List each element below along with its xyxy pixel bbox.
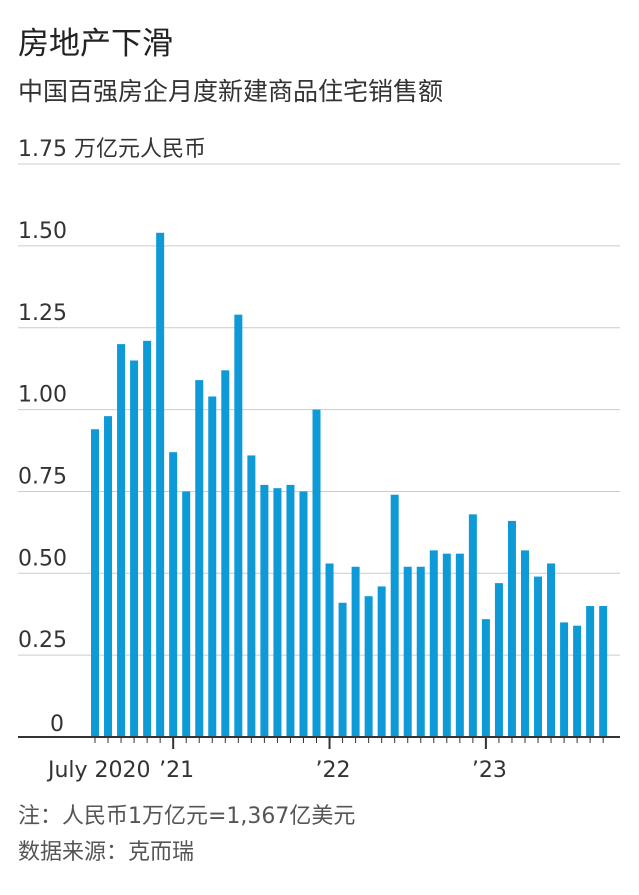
bar bbox=[325, 563, 334, 737]
source-note: 数据来源：克而瑞 bbox=[18, 840, 195, 865]
bar bbox=[481, 619, 490, 737]
bar bbox=[351, 566, 360, 737]
currency-note: 注：人民币1万亿元=1,367亿美元 bbox=[18, 804, 356, 829]
bar bbox=[195, 380, 204, 737]
y-tick-label: 1.00 bbox=[18, 383, 67, 408]
chart-subtitle: 中国百强房企月度新建商品住宅销售额 bbox=[18, 77, 444, 106]
bar bbox=[586, 606, 595, 737]
y-tick-labels: 0 0.25 0.50 0.75 1.00 1.25 1.50 1.75 万亿元人民币 bbox=[18, 137, 206, 737]
chart-title: 房地产下滑 bbox=[18, 26, 173, 62]
bar bbox=[286, 484, 295, 737]
bar bbox=[364, 596, 373, 737]
y-tick-label: 0.75 bbox=[18, 464, 67, 489]
bar bbox=[416, 566, 425, 737]
bar bbox=[520, 550, 529, 737]
bar bbox=[390, 494, 399, 737]
bar bbox=[547, 563, 556, 737]
x-axis bbox=[18, 736, 620, 749]
x-tick-label: July 2020 bbox=[46, 758, 151, 783]
bar bbox=[573, 625, 582, 737]
y-tick-label: 0.50 bbox=[18, 546, 67, 571]
bar bbox=[221, 370, 230, 737]
bar bbox=[143, 340, 152, 737]
y-tick-label: 1.75 万亿元人民币 bbox=[18, 137, 206, 162]
bar bbox=[247, 455, 256, 737]
bar bbox=[91, 429, 99, 737]
bar bbox=[377, 586, 386, 737]
bar bbox=[468, 514, 477, 737]
bar bbox=[273, 488, 282, 737]
bar bbox=[534, 576, 543, 737]
bar bbox=[169, 452, 178, 737]
bar bbox=[234, 314, 243, 737]
x-tick-label: ’23 bbox=[472, 758, 507, 783]
bar-chart: 0 0.25 0.50 0.75 1.00 1.25 1.50 1.75 万亿元人民币 Jul… bbox=[18, 137, 620, 783]
bar bbox=[260, 484, 269, 737]
y-tick-label: 1.50 bbox=[18, 219, 67, 244]
bar bbox=[429, 550, 438, 737]
bar bbox=[599, 606, 608, 737]
bar bbox=[455, 553, 464, 737]
y-tick-label: 0.25 bbox=[18, 628, 67, 653]
bar bbox=[312, 409, 321, 737]
bar bbox=[494, 583, 503, 737]
x-tick-labels: July 2020 ’21 ’22 ’23 bbox=[46, 758, 507, 783]
bar bbox=[403, 566, 412, 737]
bar bbox=[560, 622, 569, 737]
bar bbox=[299, 491, 308, 737]
bar bbox=[130, 360, 139, 737]
bar bbox=[117, 344, 126, 737]
x-tick-label: ’21 bbox=[159, 758, 194, 783]
x-tick-label: ’22 bbox=[316, 758, 351, 783]
bar bbox=[208, 396, 217, 737]
bar bbox=[104, 416, 113, 737]
bar bbox=[338, 602, 347, 737]
y-tick-label: 0 bbox=[50, 712, 64, 737]
bar bbox=[507, 520, 516, 737]
bar bbox=[442, 553, 451, 737]
bar bbox=[156, 232, 165, 737]
bar bbox=[182, 491, 191, 737]
bars bbox=[91, 232, 608, 737]
y-tick-label: 1.25 bbox=[18, 301, 67, 326]
